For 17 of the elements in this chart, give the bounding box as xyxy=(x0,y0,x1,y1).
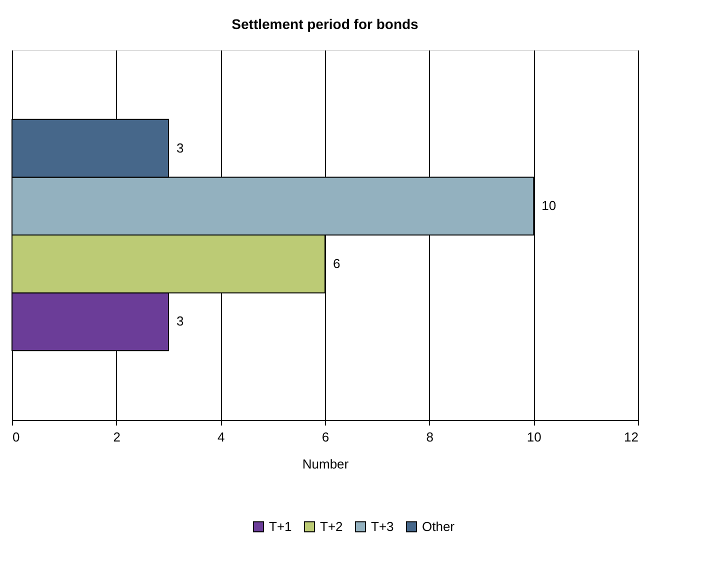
x-tick-label: 6 xyxy=(322,430,330,444)
legend-label: T+2 xyxy=(320,518,343,534)
x-tick-label: 8 xyxy=(426,430,434,444)
chart-title: Settlement period for bonds xyxy=(232,16,419,32)
x-tick-label: 2 xyxy=(113,430,120,444)
legend-label: T+1 xyxy=(269,518,292,534)
legend-label: Other xyxy=(422,518,456,534)
data-label: 10 xyxy=(542,198,556,214)
data-label: 3 xyxy=(176,314,184,329)
data-label: 6 xyxy=(333,256,340,271)
x-tick-label: 12 xyxy=(624,430,638,444)
legend-label: T+3 xyxy=(371,518,394,534)
x-tick-label: 0 xyxy=(12,430,20,444)
x-axis-title: Number xyxy=(302,456,350,472)
data-label: 3 xyxy=(176,140,184,156)
x-tick-label: 10 xyxy=(526,430,542,444)
x-tick-label: 4 xyxy=(218,430,225,444)
